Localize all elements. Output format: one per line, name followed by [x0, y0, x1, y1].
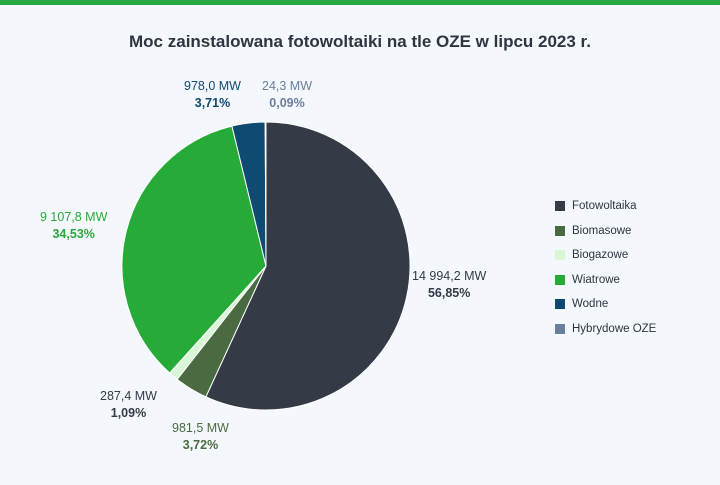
legend-label: Fotowoltaika	[572, 200, 637, 213]
slice-percent-label: 3,72%	[182, 438, 219, 452]
slice-label-biomasowe: 981,5 MW 3,72%	[172, 420, 229, 454]
slice-value-label: 287,4 MW	[100, 389, 157, 403]
slice-label-hybrydowe-oze: 24,3 MW 0,09%	[262, 78, 312, 112]
slice-value-label: 978,0 MW	[184, 79, 241, 93]
legend-item-wodne: Wodne	[555, 292, 656, 317]
legend-item-fotowoltaika: Fotowoltaika	[555, 194, 656, 219]
top-accent-bar	[0, 0, 720, 5]
chart-title: Moc zainstalowana fotowoltaiki na tle OZ…	[129, 32, 591, 51]
legend-label: Biomasowe	[572, 224, 632, 237]
slice-label-wodne: 978,0 MW 3,71%	[184, 78, 241, 112]
legend-item-hybrydowe-oze: Hybrydowe OZE	[555, 317, 656, 342]
legend-label: Biogazowe	[572, 249, 629, 262]
slice-value-label: 9 107,8 MW	[40, 210, 108, 224]
legend-item-biogazowe: Biogazowe	[555, 243, 656, 268]
slice-percent-label: 56,85%	[427, 286, 471, 300]
slice-value-label: 981,5 MW	[172, 421, 229, 435]
legend-swatch	[555, 201, 565, 212]
pie-slice-fotowoltaika	[205, 121, 411, 411]
slice-percent-label: 3,71%	[194, 96, 231, 110]
legend-label: Hybrydowe OZE	[572, 322, 657, 335]
slice-label-wiatrowe: 9 107,8 MW 34,53%	[40, 209, 107, 243]
slice-label-fotowoltaika: 14 994,2 MW 56,85%	[412, 268, 486, 302]
legend-label: Wodne	[572, 298, 609, 311]
slice-percent-label: 1,09%	[110, 406, 147, 420]
slice-value-label: 14 994,2 MW	[412, 269, 487, 283]
pie-slice-wiatrowe	[121, 125, 267, 374]
legend-label: Wiatrowe	[572, 273, 620, 286]
legend-swatch	[555, 323, 565, 334]
legend-swatch	[555, 274, 565, 285]
slice-percent-label: 0,09%	[269, 96, 305, 110]
slice-label-biogazowe: 287,4 MW 1,09%	[100, 388, 157, 422]
slice-value-label: 24,3 MW	[262, 79, 313, 93]
legend-swatch	[555, 250, 565, 261]
pie-slice-hybrydowe-oze	[264, 121, 267, 267]
legend-item-biomasowe: Biomasowe	[555, 219, 656, 244]
legend-item-wiatrowe: Wiatrowe	[555, 268, 656, 293]
legend-swatch	[555, 225, 565, 236]
chart-legend: Fotowoltaika Biomasowe Biogazowe Wiatrowe Wo…	[555, 194, 656, 341]
legend-swatch	[555, 299, 565, 310]
slice-percent-label: 34,53%	[52, 227, 95, 241]
